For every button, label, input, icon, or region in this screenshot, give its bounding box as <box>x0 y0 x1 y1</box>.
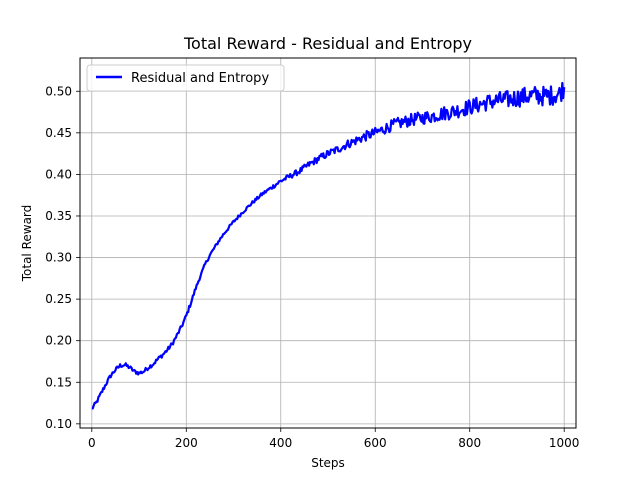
series-layer <box>91 81 566 410</box>
grid <box>80 58 576 428</box>
plot-frame <box>79 57 577 429</box>
y-tick-label: 0.50 <box>45 84 72 98</box>
y-tick-label: 0.20 <box>45 334 72 348</box>
x-axis-label: Steps <box>311 456 345 470</box>
x-tick-label: 1000 <box>549 436 580 450</box>
x-tick-label: 0 <box>88 436 96 450</box>
y-tick-label: 0.10 <box>45 417 72 431</box>
legend-box <box>86 64 285 92</box>
y-axis-label: Total Reward <box>20 205 34 283</box>
y-tick-label: 0.35 <box>45 209 72 223</box>
y-tick-label: 0.25 <box>45 292 72 306</box>
legend: Residual and Entropy <box>86 64 285 92</box>
x-tick-label: 800 <box>458 436 481 450</box>
x-tick-label: 600 <box>364 436 387 450</box>
chart-title: Total Reward - Residual and Entropy <box>183 34 472 53</box>
y-tick-label: 0.40 <box>45 167 72 181</box>
y-tick-label: 0.30 <box>45 251 72 265</box>
x-tick-label: 400 <box>269 436 292 450</box>
series-line <box>91 81 566 410</box>
axis-ticks: 0 200 400 600 800 1000 0.10 0.15 0.20 0.25 0.30 0.3… <box>45 84 579 450</box>
y-tick-label: 0.45 <box>45 126 72 140</box>
legend-label: Residual and Entropy <box>131 71 269 86</box>
y-tick-label: 0.15 <box>45 375 72 389</box>
x-tick-label: 200 <box>175 436 198 450</box>
